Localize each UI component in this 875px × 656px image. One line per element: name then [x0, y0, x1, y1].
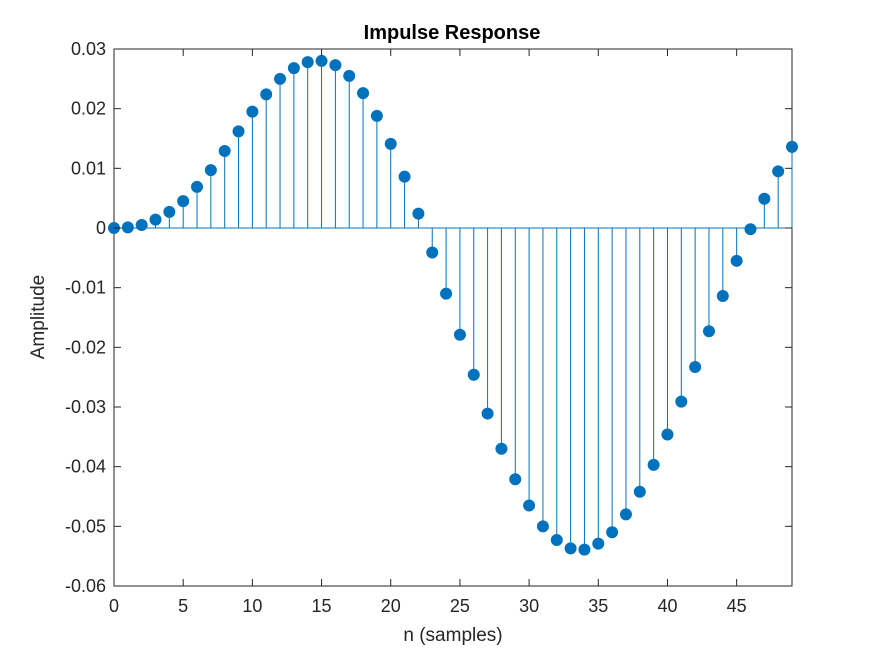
- stem-marker: [274, 72, 287, 85]
- markers-layer: [108, 54, 798, 556]
- y-tick-label: 0.03: [71, 39, 106, 59]
- stem-marker: [412, 207, 425, 220]
- stem-marker: [426, 246, 439, 259]
- stem-marker: [384, 137, 397, 150]
- stem-marker: [772, 165, 785, 178]
- stem-marker: [218, 145, 231, 158]
- x-tick-label: 0: [109, 596, 119, 616]
- stem-marker: [578, 543, 591, 556]
- x-tick-label: 5: [178, 596, 188, 616]
- stem-marker: [370, 109, 383, 122]
- stem-marker: [633, 485, 646, 498]
- stem-marker: [661, 428, 674, 441]
- x-tick-label: 35: [588, 596, 608, 616]
- stem-marker: [287, 62, 300, 75]
- x-tick-label: 25: [450, 596, 470, 616]
- x-axis-label: n (samples): [403, 625, 502, 646]
- axes-box: [113, 48, 793, 587]
- chart-title: Impulse Response: [364, 22, 541, 44]
- stem-marker: [135, 219, 148, 232]
- y-axis-ticks: 0.03 0.02 0.01 0 -0.01 -0.02 -0.03 -0.04 -0.05 -0…: [65, 39, 792, 596]
- stem-marker: [523, 499, 536, 512]
- stem-marker: [606, 526, 619, 539]
- stem-marker: [786, 140, 798, 153]
- stem-marker: [177, 195, 190, 208]
- stem-marker: [495, 442, 508, 455]
- stem-marker: [121, 221, 134, 234]
- y-tick-label: 0.01: [71, 158, 106, 178]
- stem-marker: [149, 213, 162, 226]
- stem-marker: [440, 287, 453, 300]
- stem-marker: [716, 290, 729, 303]
- stem-marker: [301, 56, 314, 69]
- x-tick-label: 20: [381, 596, 401, 616]
- x-tick-label: 40: [657, 596, 677, 616]
- stem-marker: [232, 125, 245, 138]
- x-tick-label: 30: [519, 596, 539, 616]
- stem-marker: [315, 54, 328, 67]
- stem-marker: [536, 520, 549, 533]
- stem-marker: [481, 407, 494, 420]
- stem-marker: [675, 395, 688, 408]
- stem-marker: [509, 473, 522, 486]
- stem-marker: [550, 534, 563, 547]
- x-axis-ticks: 0 5 10 15 20 25 30 35 40 45: [109, 49, 747, 616]
- stem-marker: [343, 69, 356, 82]
- stem-marker: [758, 192, 771, 205]
- stem-marker: [398, 170, 411, 183]
- stem-marker: [329, 59, 342, 72]
- stem-marker: [730, 254, 743, 267]
- stem-marker: [647, 458, 660, 471]
- stem-marker: [592, 537, 605, 550]
- x-tick-label: 45: [727, 596, 747, 616]
- stem-marker: [191, 180, 204, 193]
- y-tick-label: -0.02: [65, 337, 106, 357]
- y-tick-label: 0.02: [71, 99, 106, 119]
- stem-marker: [204, 164, 217, 177]
- stem-marker: [702, 325, 715, 338]
- stem-marker: [744, 223, 757, 236]
- y-axis-label: Amplitude: [28, 275, 49, 360]
- x-tick-label: 10: [242, 596, 262, 616]
- stem-marker: [453, 328, 466, 341]
- y-tick-label: -0.04: [65, 457, 106, 477]
- y-tick-label: -0.05: [65, 516, 106, 536]
- stem-marker: [357, 87, 370, 100]
- stem-marker: [260, 88, 273, 101]
- stem-marker: [689, 361, 702, 374]
- y-tick-label: 0: [96, 218, 106, 238]
- y-tick-label: -0.03: [65, 397, 106, 417]
- stem-marker: [467, 368, 480, 381]
- x-tick-label: 15: [312, 596, 332, 616]
- stem-marker: [246, 105, 259, 118]
- stem-marker: [163, 205, 176, 218]
- stem-marker: [619, 508, 632, 521]
- y-tick-label: -0.01: [65, 278, 106, 298]
- y-tick-label: -0.06: [65, 576, 106, 596]
- stem-marker: [564, 542, 577, 555]
